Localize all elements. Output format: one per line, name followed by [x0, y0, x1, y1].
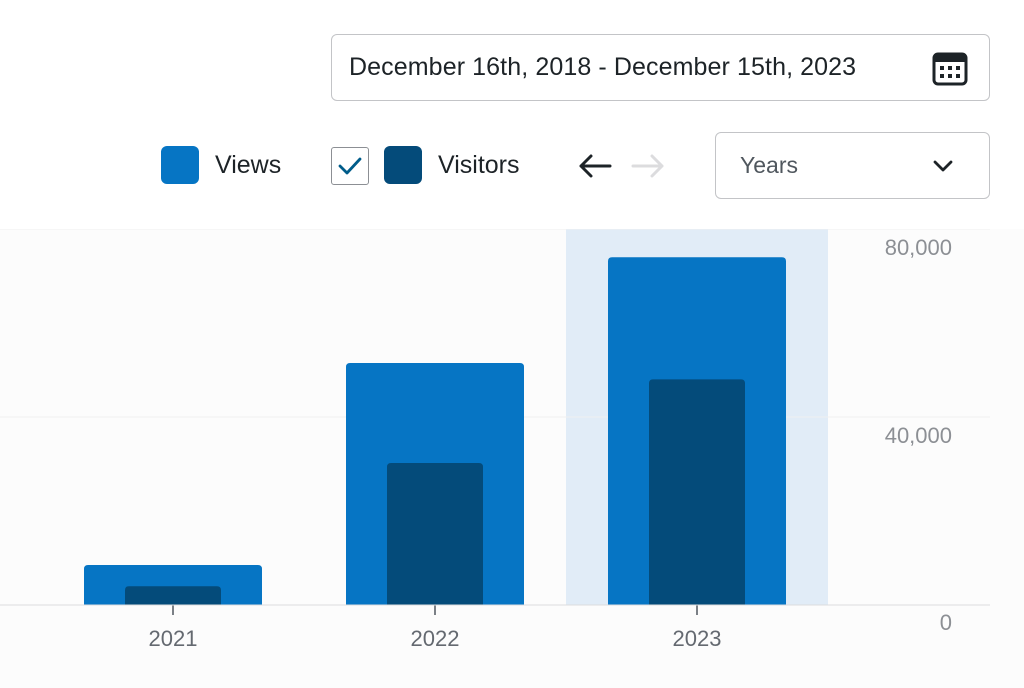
- visitors-checkbox[interactable]: [331, 147, 369, 185]
- y-tick-label: 80,000: [885, 235, 952, 260]
- x-tick-label: 2021: [149, 626, 198, 651]
- views-swatch: [161, 146, 199, 184]
- legend-views: Views: [161, 146, 281, 184]
- x-tick-label: 2022: [411, 626, 460, 651]
- period-select-value: Years: [740, 152, 798, 178]
- visitors-bar: [125, 586, 221, 605]
- checkmark-icon: [338, 157, 362, 175]
- legend-visitors[interactable]: Visitors: [384, 146, 520, 184]
- arrow-right-icon[interactable]: [630, 151, 666, 181]
- bar-chart: 0 40,000 80,000 2021 2022 2023: [0, 229, 990, 651]
- arrow-left-icon[interactable]: [577, 151, 613, 181]
- visitors-label: Visitors: [438, 150, 520, 179]
- calendar-icon[interactable]: [932, 50, 968, 86]
- period-select[interactable]: Years: [715, 132, 990, 199]
- visitors-bar: [649, 379, 745, 605]
- date-range-text: December 16th, 2018 - December 15th, 202…: [349, 53, 857, 81]
- y-tick-label: 0: [940, 610, 952, 635]
- chart-area: 0 40,000 80,000 2021 2022 2023: [0, 229, 1024, 688]
- date-range-picker[interactable]: December 16th, 2018 - December 15th, 202…: [331, 34, 990, 101]
- x-tick-label: 2023: [673, 626, 722, 651]
- visitors-bar: [387, 463, 483, 605]
- chevron-down-icon: [933, 160, 953, 172]
- y-tick-label: 40,000: [885, 423, 952, 448]
- views-label: Views: [215, 150, 282, 179]
- visitors-swatch: [384, 146, 422, 184]
